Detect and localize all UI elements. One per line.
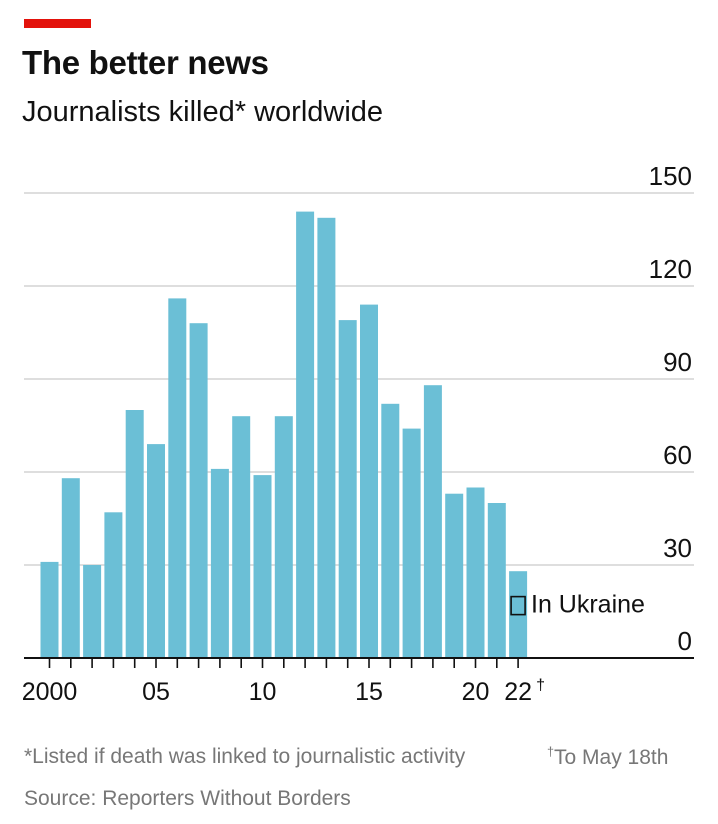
- bar-2004: [125, 410, 144, 658]
- footnote-definition: *Listed if death was linked to journalis…: [24, 745, 466, 768]
- bar-2019: [445, 493, 464, 658]
- bar-2011: [274, 416, 293, 658]
- bar-2008: [210, 468, 229, 658]
- bar-2006: [168, 298, 187, 658]
- footnote-date: †To May 18th: [547, 745, 668, 770]
- bar-2020: [466, 487, 485, 658]
- dagger-mark: †: [547, 745, 555, 759]
- bar-2003: [104, 512, 123, 658]
- x-tick-label-2020: 20: [462, 678, 490, 706]
- footnote-date-text: To May 18th: [554, 746, 669, 769]
- source-note: Source: Reporters Without Borders: [24, 787, 351, 810]
- x-tick-label-2022: 22: [504, 678, 532, 706]
- y-tick-label-0: 0: [678, 626, 692, 656]
- chart-title: The better news: [22, 44, 269, 81]
- bar-2018: [423, 385, 442, 658]
- y-tick-label-150: 150: [649, 161, 692, 191]
- y-tick-label-120: 120: [649, 254, 692, 284]
- y-tick-label-90: 90: [663, 347, 692, 377]
- legend-label-ukraine: In Ukraine: [531, 591, 645, 619]
- bar-2012: [296, 211, 315, 658]
- bar-2000: [40, 561, 59, 658]
- bar-2021: [487, 503, 506, 658]
- accent-bar: [24, 19, 91, 28]
- bar-2016: [381, 403, 400, 658]
- x-tick-mark-2022: †: [536, 677, 545, 694]
- bar-2014: [338, 320, 357, 658]
- bar-2005: [147, 444, 165, 658]
- bar-chart: 0 30 60 90 120 150 In Ukraine 2000 05 10 15 20 22 †: [22, 161, 694, 706]
- bar-2013: [317, 217, 336, 659]
- x-tick-label-2000: 2000: [22, 678, 78, 706]
- bar-2002: [83, 565, 102, 658]
- y-tick-label-30: 30: [663, 533, 692, 563]
- x-tick-label-2015: 15: [355, 678, 383, 706]
- bar-2001: [61, 478, 80, 658]
- x-tick-label-2005: 05: [142, 678, 170, 706]
- bar-2015: [360, 304, 378, 658]
- ukraine-box: [510, 595, 526, 616]
- chart-subtitle: Journalists killed* worldwide: [22, 96, 384, 128]
- bar-2017: [402, 428, 421, 658]
- y-tick-label-60: 60: [663, 440, 692, 470]
- footnote: *Listed if death was linked to journalis…: [24, 745, 700, 769]
- x-tick-label-2010: 10: [249, 678, 277, 706]
- bar-2009: [232, 416, 251, 658]
- bar-2010: [253, 475, 272, 658]
- bar-2007: [189, 323, 208, 658]
